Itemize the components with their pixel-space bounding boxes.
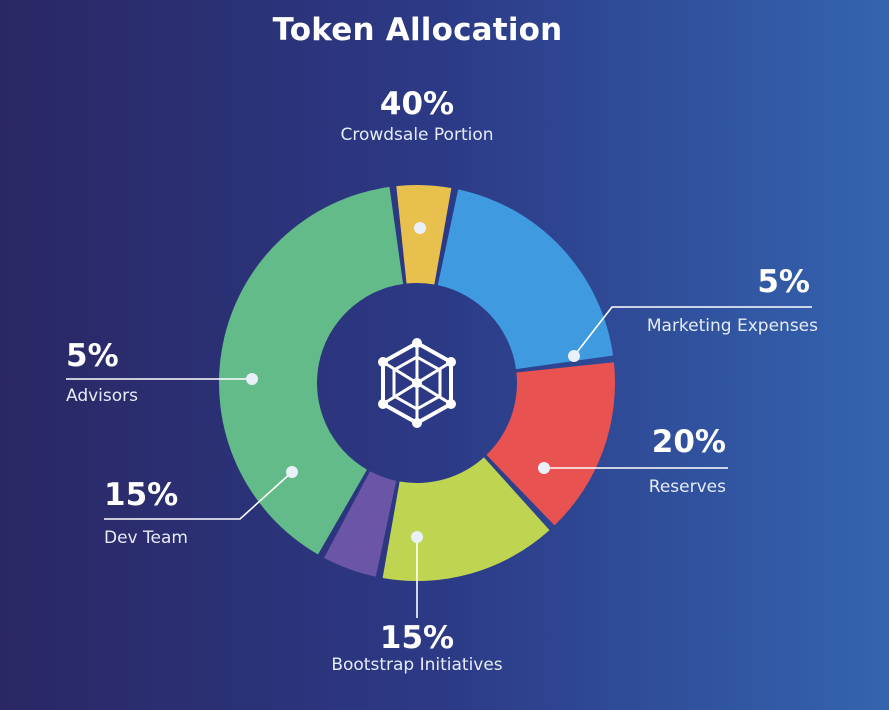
percent-label-crowdsale-portion: 40%	[380, 86, 454, 122]
hexagon-network-icon	[378, 338, 456, 428]
marker-dot-dev-team	[286, 466, 298, 478]
marker-dot-reserves	[538, 462, 550, 474]
percent-label-bootstrap-initiatives: 15%	[380, 620, 454, 656]
category-label-bootstrap-initiatives: Bootstrap Initiatives	[331, 655, 502, 675]
leader-line-marketing-expenses	[573, 306, 812, 357]
category-label-marketing-expenses: Marketing Expenses	[647, 316, 818, 336]
slice-marketing-expenses	[396, 184, 452, 285]
donut-slices	[218, 184, 615, 581]
marker-dot-crowdsale-portion	[414, 222, 426, 234]
slice-crowdsale-portion	[218, 186, 404, 555]
category-label-reserves: Reserves	[649, 477, 726, 497]
slice-dev-team	[382, 457, 550, 581]
percent-label-advisors: 5%	[66, 338, 119, 374]
slice-reserves	[437, 189, 614, 370]
category-label-advisors: Advisors	[66, 386, 138, 406]
percent-label-reserves: 20%	[652, 424, 726, 460]
percent-label-marketing-expenses: 5%	[757, 264, 810, 300]
slice-advisors	[324, 471, 397, 577]
leader-line-dev-team	[104, 471, 293, 520]
marker-dot-marketing-expenses	[568, 350, 580, 362]
category-label-dev-team: Dev Team	[104, 528, 188, 548]
slice-bootstrap-initiatives	[486, 362, 615, 526]
callouts: 40% Crowdsale Portion 5% Marketing Expenses…	[66, 86, 818, 675]
category-label-crowdsale-portion: Crowdsale Portion	[340, 125, 493, 145]
marker-dot-advisors	[246, 373, 258, 385]
marker-dot-bootstrap-initiatives	[411, 531, 423, 543]
chart-title: Token Allocation	[272, 12, 563, 48]
percent-label-dev-team: 15%	[104, 477, 178, 513]
